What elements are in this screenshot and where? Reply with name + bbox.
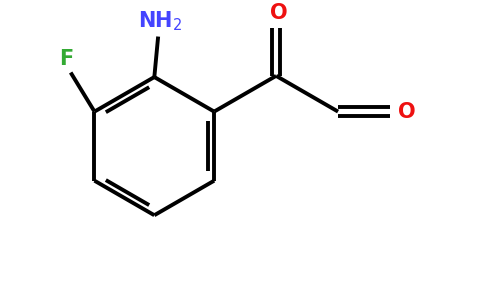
Text: NH$_2$: NH$_2$ — [138, 9, 183, 33]
Text: O: O — [270, 3, 287, 23]
Text: O: O — [397, 102, 415, 122]
Text: F: F — [59, 49, 73, 69]
